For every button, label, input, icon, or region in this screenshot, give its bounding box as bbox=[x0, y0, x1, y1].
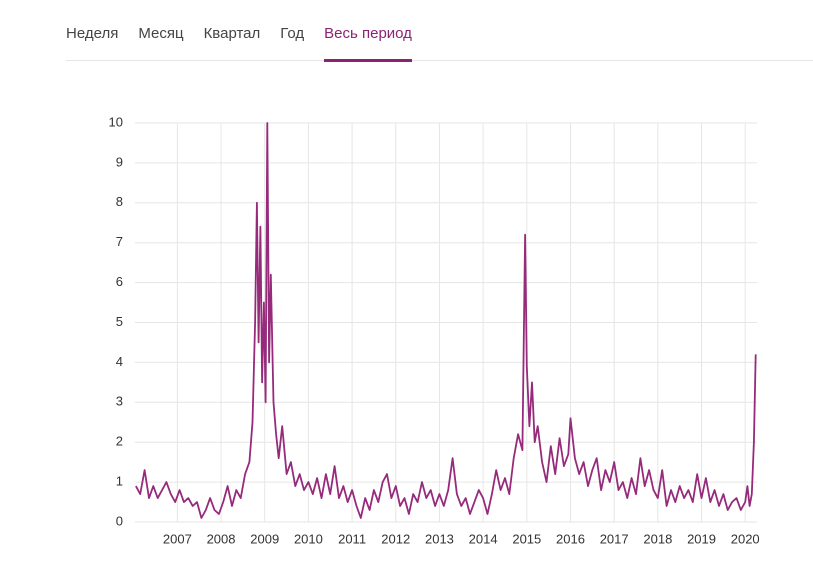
data-line bbox=[135, 122, 757, 519]
y-tick-label: 9 bbox=[116, 154, 123, 169]
x-tick-label: 2011 bbox=[338, 531, 366, 546]
x-tick-label: 2020 bbox=[731, 531, 760, 546]
x-tick-label: 2007 bbox=[163, 531, 192, 546]
x-tick-label: 2017 bbox=[600, 531, 629, 546]
x-tick-label: 2014 bbox=[469, 531, 498, 546]
x-tick-label: 2016 bbox=[556, 531, 585, 546]
y-tick-label: 2 bbox=[116, 434, 123, 449]
y-tick-label: 1 bbox=[116, 474, 123, 489]
x-tick-label: 2008 bbox=[207, 531, 236, 546]
y-tick-label: 10 bbox=[109, 114, 123, 129]
tab[interactable]: Месяц bbox=[138, 25, 184, 42]
y-tick-label: 0 bbox=[116, 513, 123, 528]
x-tick-label: 2019 bbox=[687, 531, 716, 546]
tab[interactable]: Весь период bbox=[324, 0, 412, 62]
tab-bar: Неделя Месяц Квартал Год Весь период bbox=[66, 0, 813, 62]
x-tick-label: 2009 bbox=[250, 531, 279, 546]
x-tick-label: 2015 bbox=[512, 531, 541, 546]
y-tick-label: 6 bbox=[116, 274, 123, 289]
y-tick-label: 4 bbox=[116, 354, 123, 369]
y-tick-label: 5 bbox=[116, 314, 123, 329]
x-tick-label: 2012 bbox=[381, 531, 410, 546]
x-tick-label: 2010 bbox=[294, 531, 323, 546]
x-tick-label: 2013 bbox=[425, 531, 454, 546]
y-tick-label: 7 bbox=[116, 234, 123, 249]
y-tick-label: 3 bbox=[116, 394, 123, 409]
x-tick-label: 2018 bbox=[643, 531, 672, 546]
tab[interactable]: Квартал bbox=[203, 25, 261, 42]
y-tick-label: 8 bbox=[116, 194, 123, 209]
tab[interactable]: Год bbox=[280, 25, 305, 42]
tab[interactable]: Неделя bbox=[66, 25, 119, 42]
